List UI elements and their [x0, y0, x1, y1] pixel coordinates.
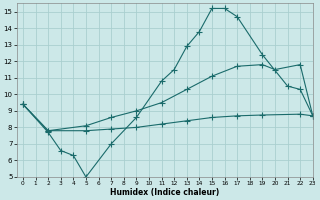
X-axis label: Humidex (Indice chaleur): Humidex (Indice chaleur) — [110, 188, 219, 197]
